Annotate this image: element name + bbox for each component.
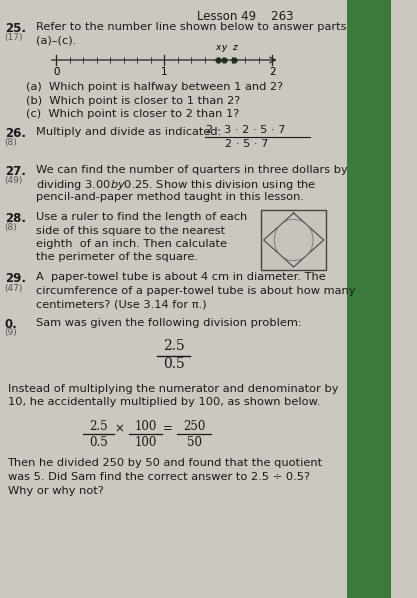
Text: 10, he accidentally multiplied by 100, as shown below.: 10, he accidentally multiplied by 100, a… bbox=[8, 397, 320, 407]
Text: 100: 100 bbox=[134, 420, 157, 434]
Text: Use a ruler to find the length of each: Use a ruler to find the length of each bbox=[35, 212, 247, 222]
Text: 26.: 26. bbox=[5, 127, 26, 140]
Text: Why or why not?: Why or why not? bbox=[8, 486, 103, 496]
Text: 100: 100 bbox=[134, 435, 157, 448]
Text: ×: × bbox=[114, 422, 124, 435]
Text: =: = bbox=[163, 422, 173, 435]
Text: x: x bbox=[216, 43, 221, 52]
Text: 2: 2 bbox=[269, 67, 275, 77]
Text: 28.: 28. bbox=[5, 212, 26, 225]
Text: (c)  Which point is closer to 2 than 1?: (c) Which point is closer to 2 than 1? bbox=[26, 109, 239, 119]
Text: the perimeter of the square.: the perimeter of the square. bbox=[35, 252, 198, 263]
Text: 0.: 0. bbox=[5, 318, 18, 331]
Text: 0: 0 bbox=[53, 67, 60, 77]
Text: 27.: 27. bbox=[5, 165, 25, 178]
Text: A  paper-towel tube is about 4 cm in diameter. The: A paper-towel tube is about 4 cm in diam… bbox=[35, 273, 325, 282]
Text: 0.5: 0.5 bbox=[89, 435, 108, 448]
Bar bbox=[261, 210, 327, 270]
Text: was 5. Did Sam find the correct answer to 2.5 ÷ 0.5?: was 5. Did Sam find the correct answer t… bbox=[8, 472, 309, 482]
Text: (9): (9) bbox=[5, 328, 18, 337]
Text: y: y bbox=[221, 43, 226, 52]
Text: 250: 250 bbox=[183, 420, 206, 434]
Text: (17): (17) bbox=[5, 33, 23, 42]
Text: 25.: 25. bbox=[5, 22, 26, 35]
Text: (49): (49) bbox=[5, 176, 23, 185]
Text: pencil-and-paper method taught in this lesson.: pencil-and-paper method taught in this l… bbox=[35, 192, 304, 202]
Text: 2 · 5 · 7: 2 · 5 · 7 bbox=[225, 139, 269, 149]
Text: 2 · 3 · 2 · 5 · 7: 2 · 3 · 2 · 5 · 7 bbox=[206, 125, 286, 135]
Text: 50: 50 bbox=[187, 435, 202, 448]
Text: (47): (47) bbox=[5, 283, 23, 292]
Text: centimeters? (Use 3.14 for π.): centimeters? (Use 3.14 for π.) bbox=[35, 300, 206, 310]
Text: Multiply and divide as indicated:: Multiply and divide as indicated: bbox=[35, 127, 221, 137]
Text: Sam was given the following division problem:: Sam was given the following division pro… bbox=[35, 318, 301, 328]
Text: (a)  Which point is halfway between 1 and 2?: (a) Which point is halfway between 1 and… bbox=[26, 82, 284, 92]
Text: z: z bbox=[232, 43, 237, 52]
Text: (8): (8) bbox=[5, 223, 18, 232]
Text: 2.5: 2.5 bbox=[89, 420, 108, 434]
Text: dividing $3.00 by $0.25. Show this division using the: dividing $3.00 by $0.25. Show this divis… bbox=[35, 178, 316, 193]
Text: Instead of multiplying the numerator and denominator by: Instead of multiplying the numerator and… bbox=[8, 383, 338, 393]
Text: Lesson 49    263: Lesson 49 263 bbox=[197, 10, 294, 23]
Text: 2.5: 2.5 bbox=[163, 340, 184, 353]
Text: 1: 1 bbox=[161, 67, 168, 77]
Text: 29.: 29. bbox=[5, 273, 26, 285]
Text: 0.5: 0.5 bbox=[163, 358, 184, 371]
Text: (a)–(c).: (a)–(c). bbox=[35, 35, 76, 45]
Text: We can find the number of quarters in three dollars by: We can find the number of quarters in th… bbox=[35, 165, 347, 175]
Text: (b)  Which point is closer to 1 than 2?: (b) Which point is closer to 1 than 2? bbox=[26, 96, 241, 105]
Text: circumference of a paper-towel tube is about how many: circumference of a paper-towel tube is a… bbox=[35, 286, 355, 296]
Text: side of this square to the nearest: side of this square to the nearest bbox=[35, 225, 225, 236]
Bar bbox=[347, 0, 391, 598]
Text: (8): (8) bbox=[5, 138, 18, 147]
Text: Then he divided 250 by 50 and found that the quotient: Then he divided 250 by 50 and found that… bbox=[8, 459, 323, 468]
Text: eighth  of an inch. Then calculate: eighth of an inch. Then calculate bbox=[35, 239, 227, 249]
Text: Refer to the number line shown below to answer parts: Refer to the number line shown below to … bbox=[35, 22, 346, 32]
